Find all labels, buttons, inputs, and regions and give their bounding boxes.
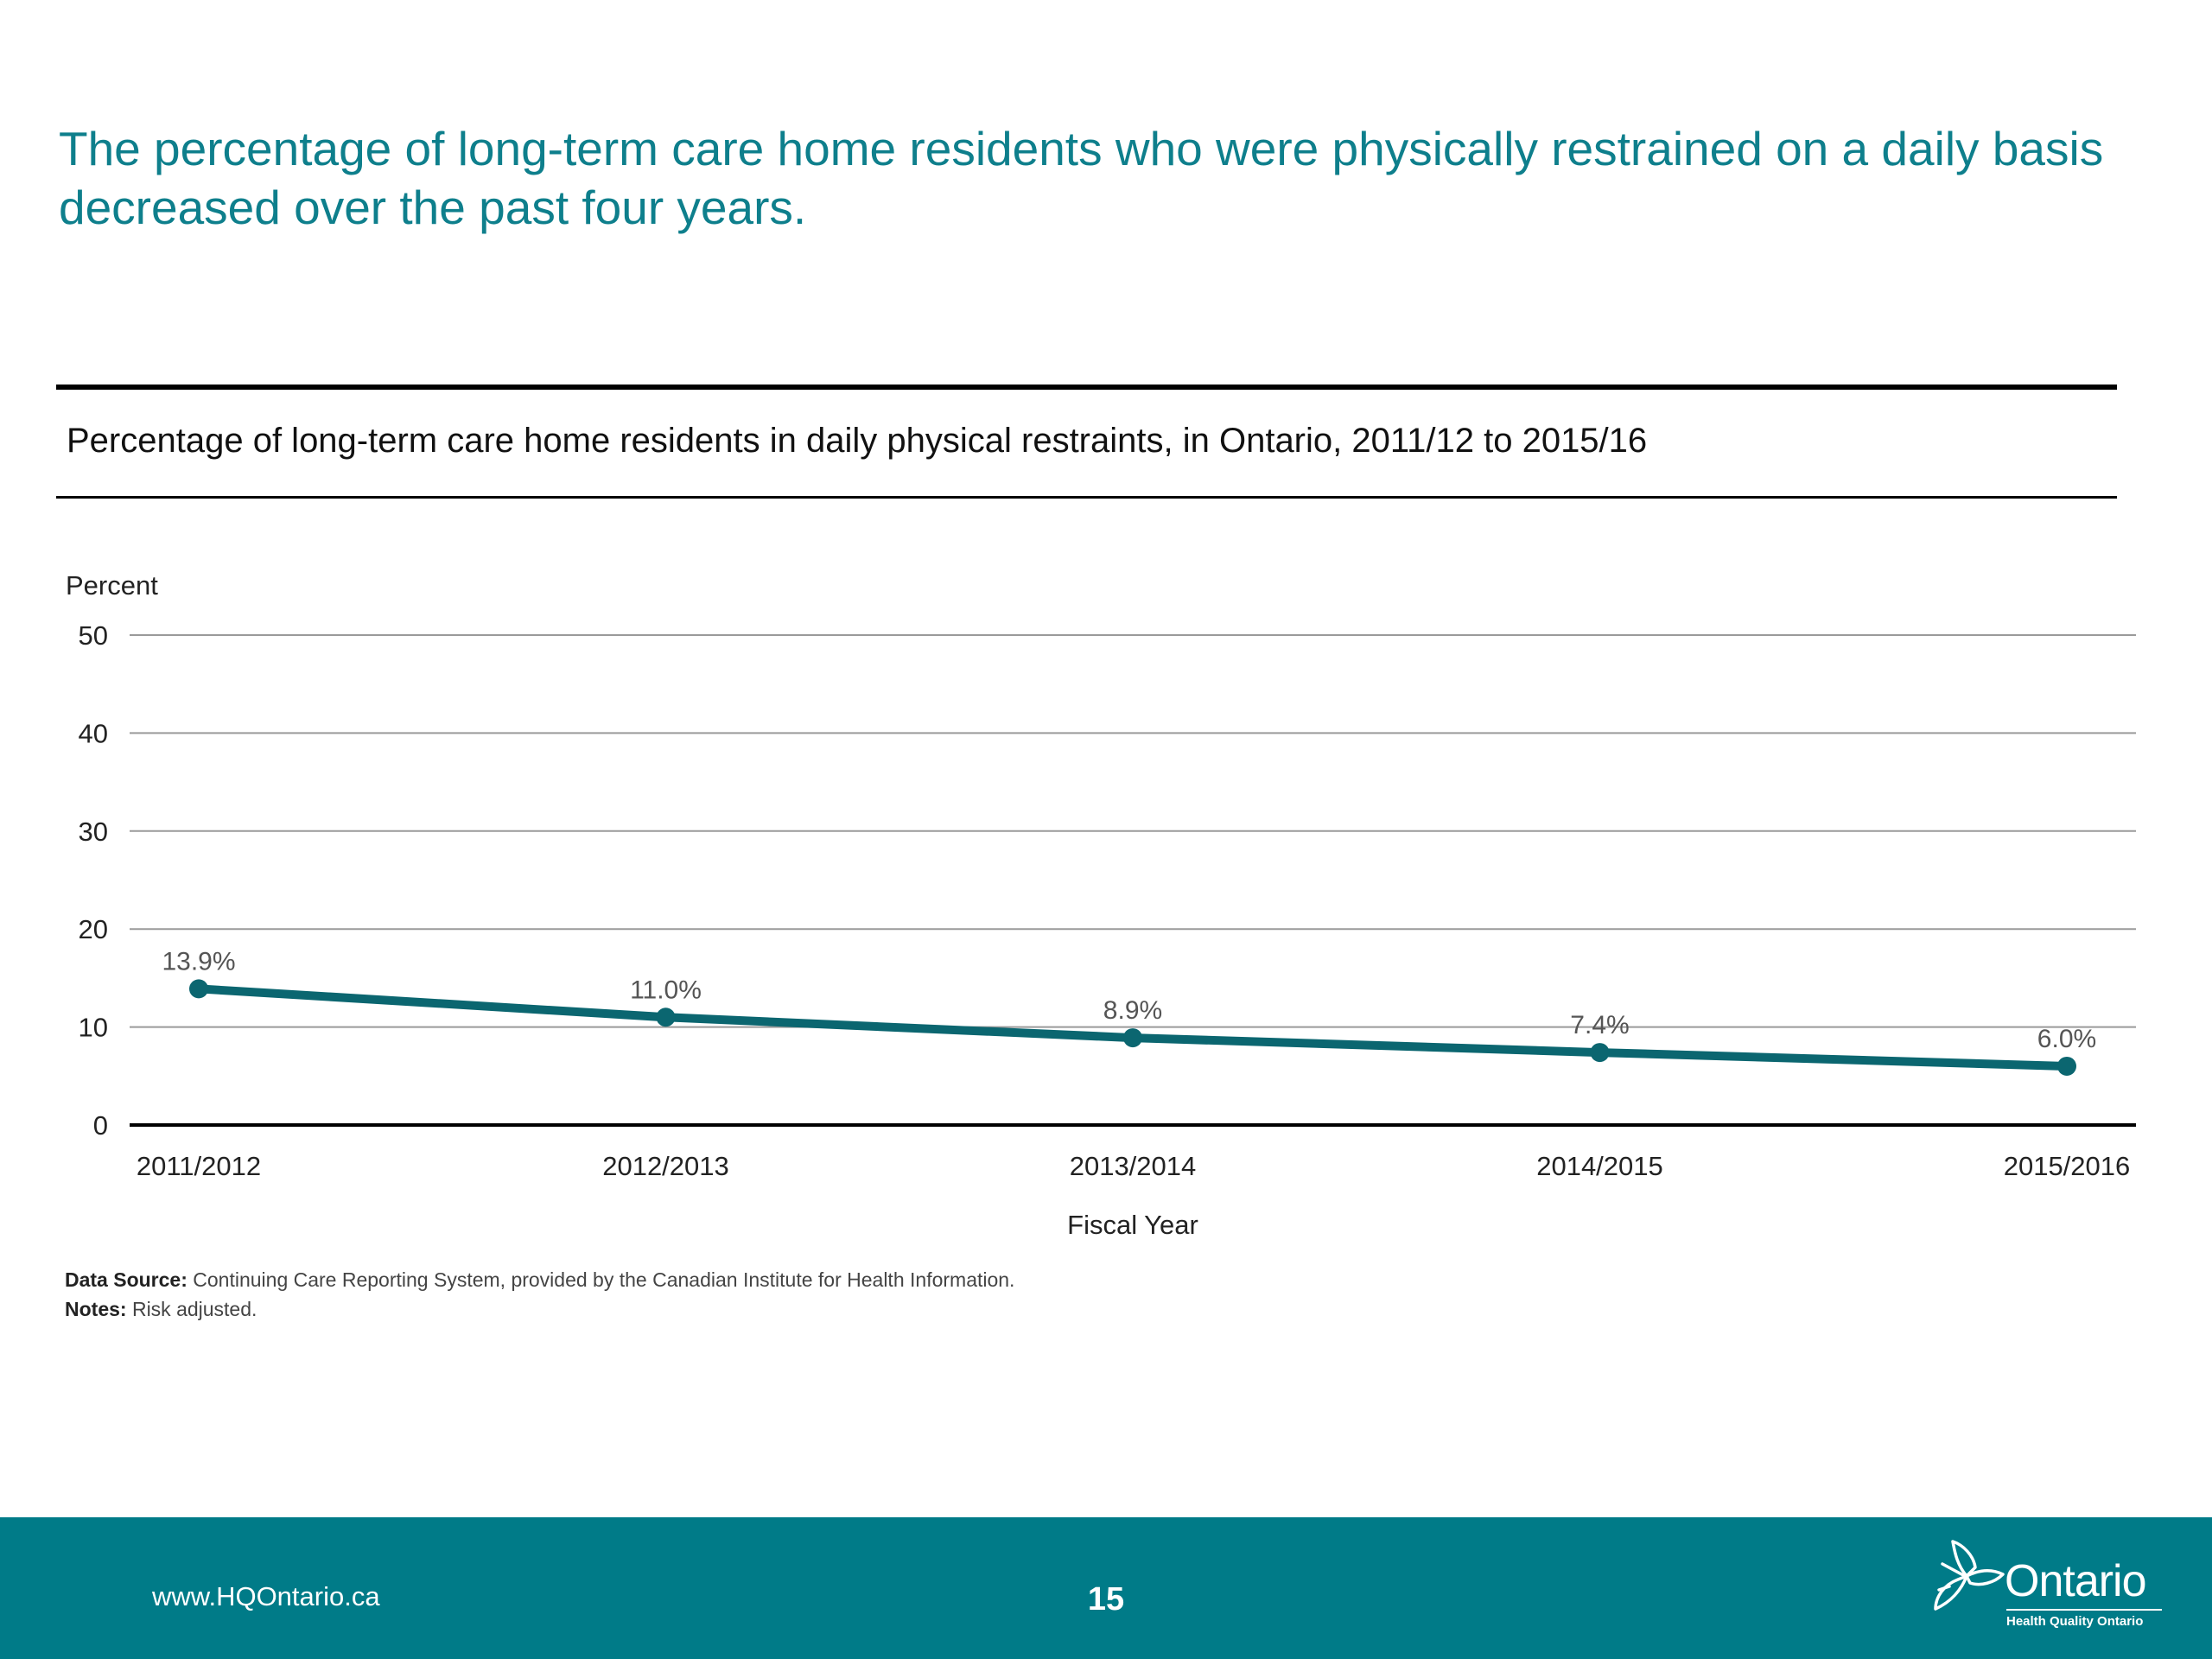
footer-website-link[interactable]: www.HQOntario.ca <box>152 1581 380 1611</box>
page-number: 15 <box>1087 1581 1125 1618</box>
y-tick-label: 10 <box>79 1013 108 1043</box>
data-point <box>1123 1028 1142 1048</box>
x-tick-label: 2011/2012 <box>137 1151 261 1181</box>
data-source-label: Data Source: <box>65 1268 188 1291</box>
chart-footnotes: Data Source: Continuing Care Reporting S… <box>65 1265 1014 1324</box>
y-axis-title: Percent <box>66 570 158 601</box>
y-tick-label: 50 <box>79 620 108 651</box>
data-label: 8.9% <box>1103 996 1162 1025</box>
logo-wordmark: Ontario <box>2005 1556 2147 1606</box>
y-tick-label: 20 <box>79 914 108 944</box>
data-point <box>189 979 208 999</box>
data-point <box>2057 1056 2076 1076</box>
notes-note: Notes: Risk adjusted. <box>65 1294 1014 1324</box>
x-tick-label: 2012/2013 <box>602 1151 729 1181</box>
y-tick-label: 30 <box>79 817 108 847</box>
data-source-note: Data Source: Continuing Care Reporting S… <box>65 1265 1014 1294</box>
notes-label: Notes: <box>65 1298 127 1320</box>
data-point <box>1590 1043 1610 1063</box>
data-label: 11.0% <box>630 976 702 1004</box>
x-tick-label: 2013/2014 <box>1070 1151 1197 1181</box>
footer-bar <box>0 1517 2212 1659</box>
data-source-text: Continuing Care Reporting System, provid… <box>187 1268 1015 1291</box>
trillium-icon <box>1934 1540 2005 1611</box>
x-tick-label: 2014/2015 <box>1536 1151 1663 1181</box>
ontario-logo: Ontario Health Quality Ontario <box>1923 1538 2174 1642</box>
notes-text: Risk adjusted. <box>126 1298 257 1320</box>
data-label: 13.9% <box>162 947 235 976</box>
logo-subtitle: Health Quality Ontario <box>2006 1614 2144 1629</box>
data-point <box>656 1007 676 1027</box>
logo-underline <box>2006 1609 2162 1611</box>
x-axis-title: Fiscal Year <box>1067 1210 1198 1240</box>
chart-title: Percentage of long-term care home reside… <box>67 422 1648 460</box>
data-label: 7.4% <box>1570 1011 1629 1039</box>
y-tick-label: 40 <box>79 718 108 748</box>
title-rule-top <box>56 385 2117 390</box>
data-label: 6.0% <box>2037 1025 2096 1053</box>
page-headline: The percentage of long-term care home re… <box>59 122 2104 234</box>
y-tick-label: 0 <box>93 1110 108 1141</box>
title-rule-bottom <box>56 496 2117 499</box>
x-tick-label: 2015/2016 <box>2004 1151 2131 1181</box>
